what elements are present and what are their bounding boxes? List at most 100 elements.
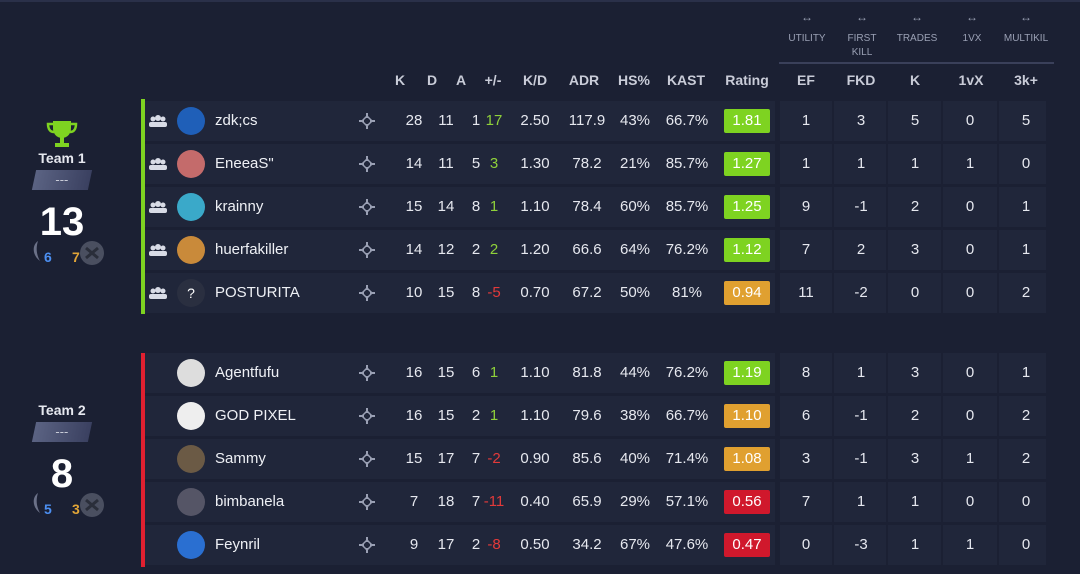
- stat-group-2[interactable]: ↔ TRADES: [889, 10, 945, 64]
- player-row[interactable]: Sammy 15 17 7 -2 0.90 85.6 40% 71.4% 1.08: [145, 439, 775, 479]
- crosshair-icon[interactable]: [359, 408, 375, 424]
- column-separator: [941, 101, 943, 141]
- player-name[interactable]: krainny: [215, 198, 264, 215]
- rating-badge: 1.27: [724, 152, 770, 176]
- player-row[interactable]: GOD PIXEL 16 15 2 1 1.10 79.6 38% 66.7% 1.10: [145, 396, 775, 436]
- crosshair-icon[interactable]: [359, 494, 375, 510]
- crosshair-icon[interactable]: [359, 199, 375, 215]
- player-row[interactable]: ? POSTURITA 10 15 8 -5 0.70 67.2 50% 81% 0.94: [145, 273, 775, 313]
- player-name[interactable]: EneeaS": [215, 155, 274, 172]
- stat-adr: 34.2: [572, 536, 602, 553]
- column-header[interactable]: 1vX: [958, 72, 984, 88]
- avatar[interactable]: [177, 107, 205, 135]
- column-separator: [997, 144, 999, 184]
- expand-arrows-icon: ↔: [856, 10, 868, 24]
- team-rank-badge: ---: [31, 422, 93, 442]
- crosshair-icon[interactable]: [359, 365, 375, 381]
- stat-kast: 66.7%: [665, 407, 709, 424]
- stat-hs: 21%: [619, 155, 651, 172]
- avatar[interactable]: [177, 150, 205, 178]
- stat-pm: -5: [487, 284, 501, 301]
- player-row[interactable]: Feynril 9 17 2 -8 0.50 34.2 67% 47.6% 0.47: [145, 525, 775, 565]
- column-header[interactable]: HS%: [618, 72, 650, 88]
- avatar[interactable]: ?: [177, 279, 205, 307]
- stat-group-label: TRADES: [896, 33, 938, 44]
- stat-kast: 57.1%: [665, 493, 709, 510]
- stat-group-3[interactable]: ↔ 1VX: [944, 10, 1000, 64]
- stat-mk: 0: [1021, 493, 1031, 510]
- rating-badge: 0.47: [724, 533, 770, 557]
- stat-tk: 3: [910, 450, 920, 467]
- stat-k: 7: [409, 493, 419, 510]
- stat-group-1[interactable]: ↔ FIRST KILL: [834, 10, 890, 64]
- column-header[interactable]: KAST: [666, 72, 706, 88]
- player-name[interactable]: Sammy: [215, 450, 266, 467]
- avatar[interactable]: [177, 488, 205, 516]
- column-header[interactable]: A: [455, 72, 467, 88]
- player-name[interactable]: GOD PIXEL: [215, 407, 296, 424]
- player-row[interactable]: Agentfufu 16 15 6 1 1.10 81.8 44% 76.2% 1.19: [145, 353, 775, 393]
- column-header[interactable]: ADR: [568, 72, 600, 88]
- avatar[interactable]: [177, 445, 205, 473]
- column-header[interactable]: +/-: [484, 72, 502, 88]
- player-name[interactable]: huerfakiller: [215, 241, 289, 258]
- crosshair-icon[interactable]: [359, 451, 375, 467]
- stat-group-label: MULTIKIL: [1003, 33, 1049, 44]
- player-row[interactable]: bimbanela 7 18 7 -11 0.40 65.9 29% 57.1% 0.56: [145, 482, 775, 522]
- avatar[interactable]: [177, 236, 205, 264]
- column-header[interactable]: K/D: [522, 72, 548, 88]
- column-header[interactable]: K: [394, 72, 406, 88]
- player-row[interactable]: krainny 15 14 8 1 1.10 78.4 60% 85.7% 1.25: [145, 187, 775, 227]
- stat-mk: 2: [1021, 407, 1031, 424]
- stat-kd: 1.10: [520, 407, 550, 424]
- column-separator: [832, 187, 834, 227]
- stat-k: 16: [405, 364, 423, 381]
- stat-group-4[interactable]: ↔ MULTIKIL: [998, 10, 1054, 64]
- avatar[interactable]: [177, 193, 205, 221]
- column-header[interactable]: K: [909, 72, 921, 88]
- stat-mk: 1: [1021, 241, 1031, 258]
- stat-mk: 0: [1021, 155, 1031, 172]
- column-header[interactable]: D: [426, 72, 438, 88]
- column-header[interactable]: FKD: [846, 72, 876, 88]
- avatar[interactable]: [177, 359, 205, 387]
- stat-mk: 2: [1021, 450, 1031, 467]
- stat-kd: 0.40: [520, 493, 550, 510]
- stat-a: 5: [471, 155, 481, 172]
- team-panel: Team 1 --- 13 6 7: [0, 118, 124, 275]
- stat-hs: 64%: [619, 241, 651, 258]
- crosshair-icon[interactable]: [359, 285, 375, 301]
- stat-kast: 47.6%: [665, 536, 709, 553]
- player-name[interactable]: POSTURITA: [215, 284, 300, 301]
- stat-adr: 85.6: [572, 450, 602, 467]
- crosshair-icon[interactable]: [359, 113, 375, 129]
- column-header[interactable]: 3k+: [1014, 72, 1038, 88]
- stat-pm: -11: [483, 493, 505, 510]
- player-name[interactable]: Agentfufu: [215, 364, 280, 381]
- player-name[interactable]: bimbanela: [215, 493, 285, 510]
- player-extra-stats: 1 3 5 0 5: [780, 101, 1046, 141]
- stat-a: 1: [471, 112, 481, 129]
- crosshair-icon[interactable]: [359, 242, 375, 258]
- avatar[interactable]: [177, 531, 205, 559]
- player-name[interactable]: Feynril: [215, 536, 261, 553]
- stat-adr: 78.4: [572, 198, 602, 215]
- column-header[interactable]: EF: [797, 72, 815, 88]
- stat-fkd: 1: [856, 155, 866, 172]
- player-row[interactable]: huerfakiller 14 12 2 2 1.20 66.6 64% 76.2% 1.12: [145, 230, 775, 270]
- crosshair-icon[interactable]: [359, 537, 375, 553]
- column-header[interactable]: Rating: [725, 72, 769, 88]
- stat-d: 11: [438, 112, 454, 129]
- player-name[interactable]: zdk;cs: [215, 112, 258, 129]
- stat-group-0[interactable]: ↔ UTILITY: [779, 10, 835, 64]
- avatar[interactable]: [177, 402, 205, 430]
- crosshair-icon[interactable]: [359, 156, 375, 172]
- player-row[interactable]: zdk;cs 28 11 1 17 2.50 117.9 43% 66.7% 1.81: [145, 101, 775, 141]
- player-extra-stats: 9 -1 2 0 1: [780, 187, 1046, 227]
- ct-side-icon: [33, 493, 40, 513]
- stat-group-label-2: KILL: [851, 47, 873, 58]
- player-row[interactable]: EneeaS" 14 11 5 3 1.30 78.2 21% 85.7% 1.27: [145, 144, 775, 184]
- column-separator: [941, 187, 943, 227]
- expand-arrows-icon: ↔: [1020, 10, 1032, 24]
